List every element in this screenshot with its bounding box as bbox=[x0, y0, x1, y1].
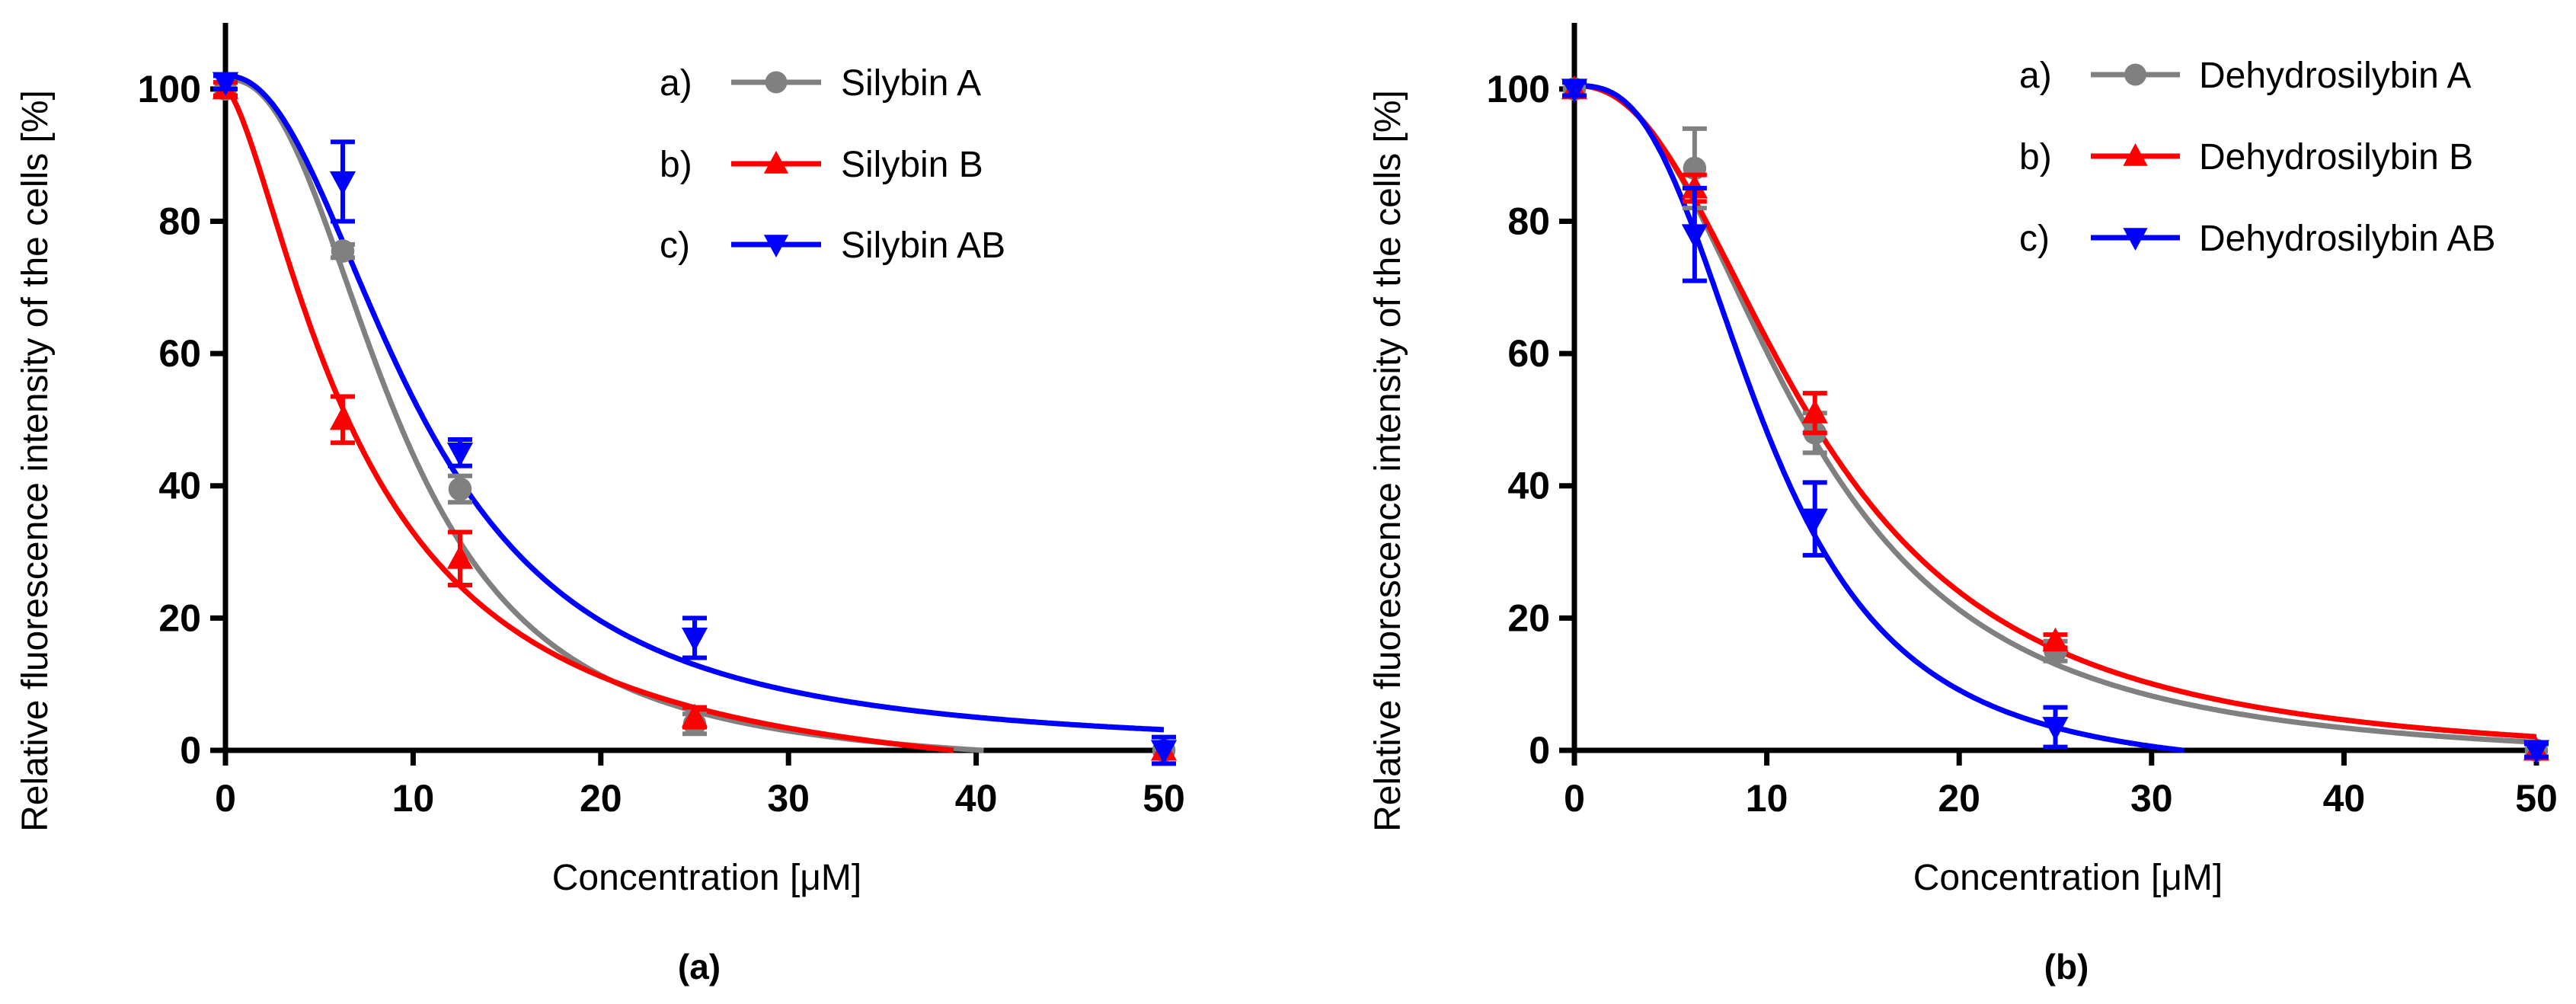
legend-marker-sample bbox=[765, 71, 788, 94]
data-points bbox=[212, 72, 1178, 766]
x-axis-title: Concentration [μM] bbox=[552, 858, 862, 898]
y-axis-title: Relative fluorescence intensity of the c… bbox=[1368, 90, 1408, 832]
y-tick-label: 80 bbox=[158, 200, 201, 242]
x-tick-label: 30 bbox=[767, 777, 810, 820]
data-point bbox=[329, 405, 356, 430]
data-point bbox=[1561, 78, 1588, 103]
data-point bbox=[2042, 717, 2069, 741]
data-point bbox=[2042, 627, 2069, 652]
data-point bbox=[329, 171, 356, 196]
legend-label-c: Silybin AB bbox=[841, 225, 1005, 266]
data-point bbox=[331, 239, 355, 263]
data-point bbox=[448, 477, 472, 501]
y-tick-label: 100 bbox=[138, 68, 201, 110]
y-tick-label: 60 bbox=[158, 332, 201, 375]
y-tick-label: 60 bbox=[1507, 332, 1550, 375]
y-tick-label: 40 bbox=[158, 465, 201, 507]
data-point bbox=[1801, 399, 1828, 424]
legend-marker-sample bbox=[2124, 63, 2146, 86]
x-tick-label: 20 bbox=[1938, 777, 1980, 820]
legend-marker-sample bbox=[763, 235, 789, 257]
legend: a) Dehydrosilybin A b) Dehydrosilybin B … bbox=[2019, 56, 2496, 259]
legend-prefix-c: c) bbox=[660, 225, 690, 266]
legend-marker-sample bbox=[2123, 143, 2148, 166]
legend-label-a: Silybin A bbox=[841, 63, 981, 104]
legend-prefix-c: c) bbox=[2019, 219, 2050, 259]
x-tick-label: 50 bbox=[1143, 777, 1185, 820]
data-point bbox=[446, 545, 474, 569]
legend-label-a: Dehydrosilybin A bbox=[2199, 56, 2472, 96]
data-point bbox=[1801, 508, 1828, 533]
data-point bbox=[681, 627, 708, 652]
x-tick-label: 10 bbox=[392, 777, 435, 820]
y-tick-label: 0 bbox=[180, 729, 201, 772]
fit-curve-silybin-ab bbox=[225, 73, 1165, 733]
x-tick-label: 40 bbox=[2323, 777, 2366, 820]
y-tick-label: 40 bbox=[1507, 465, 1550, 507]
chart-panel-a: Relative fluorescence intensity of the c… bbox=[15, 23, 1185, 986]
x-tick-label: 50 bbox=[2515, 777, 2558, 820]
legend-prefix-a: a) bbox=[660, 63, 692, 104]
fit-curve-dehydrosilybin-ab bbox=[1574, 83, 2185, 753]
x-tick-label: 40 bbox=[955, 777, 998, 820]
data-point bbox=[446, 442, 474, 467]
data-point bbox=[212, 72, 239, 97]
legend-marker-sample bbox=[763, 151, 789, 174]
chart-panel-b: Relative fluorescence intensity of the c… bbox=[1368, 23, 2558, 986]
axis-ticks: 0 20 40 60 80 100 0 10 20 30 40 50 bbox=[1487, 23, 2558, 820]
fit-curve-silybin-b bbox=[224, 86, 955, 753]
x-tick-label: 20 bbox=[580, 777, 622, 820]
x-tick-label: 30 bbox=[2130, 777, 2173, 820]
data-point bbox=[2523, 740, 2550, 764]
legend: a) Silybin A b) Silybin B c) Silybin AB bbox=[660, 63, 1005, 266]
legend-prefix-b: b) bbox=[660, 145, 692, 185]
data-point bbox=[681, 703, 708, 728]
data-points bbox=[1561, 75, 2550, 764]
legend-marker-sample bbox=[2123, 228, 2148, 251]
panel-label: (b) bbox=[2044, 947, 2089, 986]
x-tick-label: 0 bbox=[215, 777, 236, 820]
legend-prefix-a: a) bbox=[2019, 56, 2052, 96]
legend-prefix-b: b) bbox=[2019, 137, 2052, 177]
panel-label: (a) bbox=[678, 947, 721, 986]
legend-label-b: Dehydrosilybin B bbox=[2199, 137, 2473, 177]
x-tick-label: 0 bbox=[1564, 777, 1585, 820]
y-tick-label: 0 bbox=[1529, 729, 1550, 772]
data-point bbox=[1681, 224, 1708, 248]
y-tick-label: 20 bbox=[158, 596, 201, 639]
y-tick-label: 80 bbox=[1507, 200, 1550, 242]
data-point bbox=[1150, 740, 1178, 764]
x-axis-title: Concentration [μM] bbox=[1913, 858, 2223, 898]
legend-label-b: Silybin B bbox=[841, 145, 983, 185]
y-tick-label: 100 bbox=[1487, 68, 1550, 110]
y-axis-title: Relative fluorescence intensity of the c… bbox=[15, 90, 56, 832]
x-tick-label: 10 bbox=[1746, 777, 1788, 820]
fit-curve-dehydrosilybin-a bbox=[1574, 83, 2537, 745]
legend-label-c: Dehydrosilybin AB bbox=[2199, 219, 2496, 259]
y-tick-label: 20 bbox=[1507, 596, 1550, 639]
